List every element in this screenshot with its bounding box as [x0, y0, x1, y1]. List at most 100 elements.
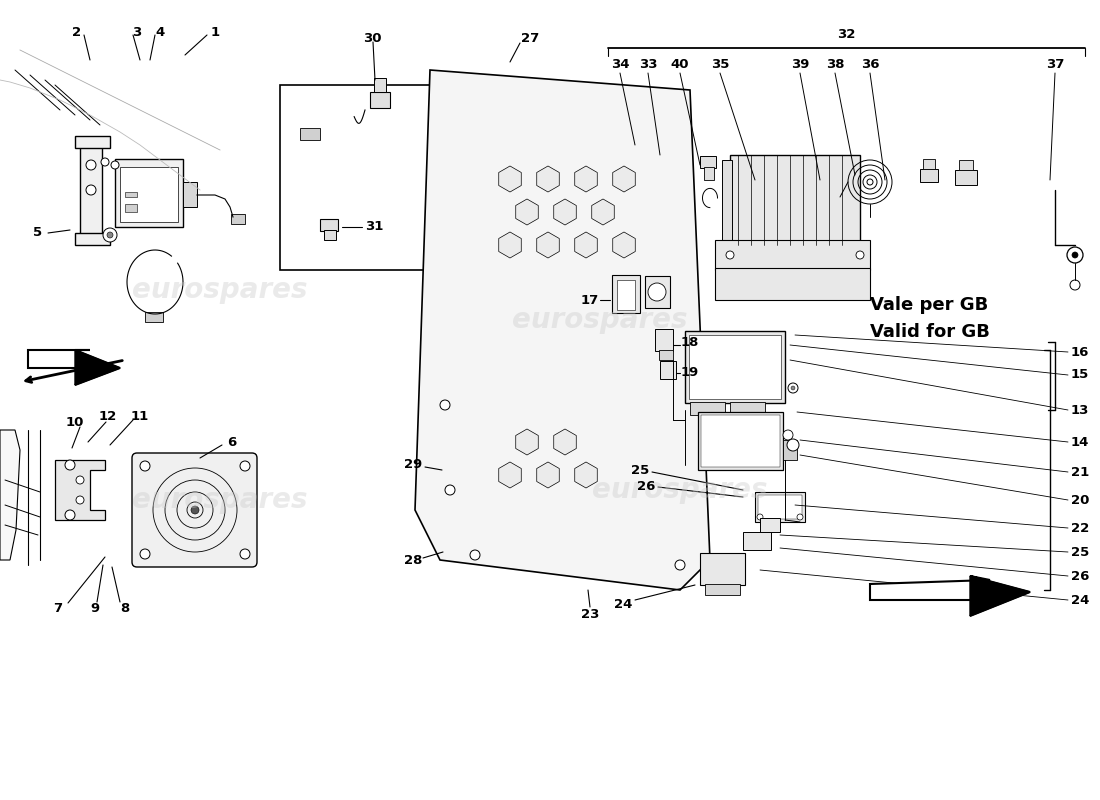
Polygon shape — [498, 166, 521, 192]
Text: 16: 16 — [1070, 346, 1089, 358]
Text: Vale per GB: Vale per GB — [870, 296, 988, 314]
Bar — [758, 495, 802, 519]
Circle shape — [191, 506, 199, 514]
Circle shape — [470, 550, 480, 560]
Text: 23: 23 — [581, 609, 600, 622]
Bar — [120, 167, 178, 222]
Text: eurospares: eurospares — [513, 306, 688, 334]
Text: 39: 39 — [791, 58, 810, 71]
Circle shape — [440, 400, 450, 410]
Circle shape — [675, 560, 685, 570]
Circle shape — [65, 460, 75, 470]
Polygon shape — [498, 462, 521, 488]
Circle shape — [791, 386, 795, 390]
Bar — [300, 128, 320, 140]
Text: 20: 20 — [1070, 494, 1089, 506]
Bar — [920, 169, 938, 182]
Bar — [959, 160, 974, 170]
Polygon shape — [537, 166, 559, 192]
Bar — [660, 361, 676, 379]
Polygon shape — [516, 199, 538, 225]
Bar — [645, 276, 670, 308]
Bar — [80, 140, 102, 240]
Bar — [75, 233, 110, 245]
Bar — [704, 167, 714, 180]
Text: 12: 12 — [99, 410, 117, 423]
Polygon shape — [55, 460, 104, 520]
Text: 37: 37 — [1046, 58, 1064, 71]
Bar — [370, 92, 390, 108]
Text: Valid for GB: Valid for GB — [870, 323, 990, 341]
Polygon shape — [574, 166, 597, 192]
Bar — [690, 402, 725, 415]
Bar — [705, 584, 740, 595]
Text: 2: 2 — [73, 26, 81, 38]
Text: 13: 13 — [1070, 403, 1089, 417]
Circle shape — [856, 251, 864, 259]
Text: 30: 30 — [363, 31, 382, 45]
Bar — [320, 219, 338, 231]
Bar — [923, 159, 935, 169]
Bar — [715, 240, 870, 270]
Bar — [685, 331, 785, 403]
Circle shape — [240, 461, 250, 471]
Bar — [324, 230, 336, 240]
Polygon shape — [537, 232, 559, 258]
Text: 34: 34 — [610, 58, 629, 71]
Bar — [125, 204, 138, 212]
Bar — [955, 170, 977, 185]
Circle shape — [140, 549, 150, 559]
Text: 40: 40 — [671, 58, 690, 71]
Polygon shape — [613, 232, 636, 258]
Text: 29: 29 — [404, 458, 422, 471]
Circle shape — [446, 485, 455, 495]
Text: 22: 22 — [1071, 522, 1089, 534]
Polygon shape — [970, 576, 1030, 616]
Text: 3: 3 — [132, 26, 142, 38]
Bar — [701, 415, 780, 467]
Bar — [125, 192, 138, 197]
Text: 6: 6 — [228, 437, 236, 450]
Bar — [652, 142, 666, 152]
Bar — [742, 532, 771, 550]
Bar — [612, 275, 640, 313]
Circle shape — [786, 439, 799, 451]
Text: 1: 1 — [210, 26, 220, 38]
Circle shape — [86, 185, 96, 195]
Circle shape — [140, 461, 150, 471]
Circle shape — [1070, 280, 1080, 290]
Bar — [760, 518, 780, 532]
Bar — [689, 335, 781, 399]
Text: 7: 7 — [54, 602, 63, 614]
Polygon shape — [0, 430, 20, 560]
Bar — [374, 78, 386, 92]
Bar — [730, 402, 764, 415]
Text: 10: 10 — [66, 415, 85, 429]
Polygon shape — [870, 576, 1030, 616]
Bar — [183, 182, 197, 207]
Text: 5: 5 — [33, 226, 43, 239]
Text: 38: 38 — [826, 58, 845, 71]
Polygon shape — [415, 70, 710, 590]
Circle shape — [788, 383, 798, 393]
Bar — [700, 553, 745, 585]
Circle shape — [76, 476, 84, 484]
Text: eurospares: eurospares — [592, 476, 768, 504]
Polygon shape — [574, 232, 597, 258]
Text: eurospares: eurospares — [132, 276, 308, 304]
Polygon shape — [613, 166, 636, 192]
Text: 25: 25 — [1071, 546, 1089, 558]
Circle shape — [648, 283, 666, 301]
Text: 35: 35 — [711, 58, 729, 71]
Text: 4: 4 — [155, 26, 165, 38]
Polygon shape — [574, 462, 597, 488]
Bar — [730, 155, 860, 245]
Circle shape — [757, 514, 763, 520]
Text: 32: 32 — [837, 29, 856, 42]
Text: 24: 24 — [1070, 594, 1089, 606]
Text: 15: 15 — [1071, 369, 1089, 382]
Polygon shape — [28, 350, 120, 385]
Circle shape — [783, 430, 793, 440]
Circle shape — [103, 228, 117, 242]
Bar — [145, 312, 163, 322]
